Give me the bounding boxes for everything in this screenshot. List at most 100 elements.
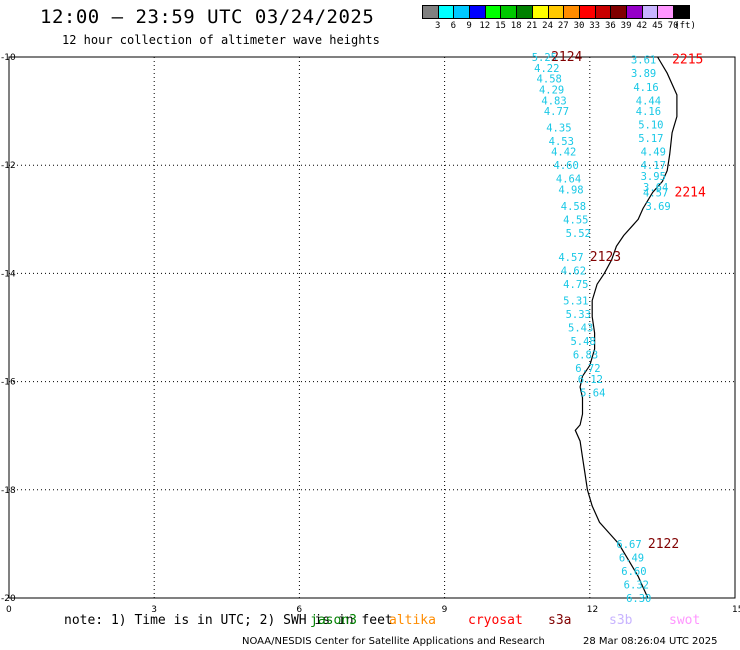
wave-height-value: 4.57 <box>558 252 583 264</box>
wave-height-value: 4.77 <box>544 106 569 118</box>
wave-height-value: 6.30 <box>626 593 651 605</box>
wave-height-value: 5.17 <box>638 133 663 145</box>
colorbar-label: 42 <box>636 21 648 31</box>
satellite-legend-s3a: s3a <box>548 613 572 628</box>
lon-label: 15 <box>732 605 740 615</box>
colorbar-label: 39 <box>620 21 632 31</box>
colorbar-label: 70 <box>667 21 679 31</box>
satellite-legend-swot: swot <box>669 613 701 628</box>
satellite-legend-cryosat: cryosat <box>468 613 523 628</box>
wave-height-value: 4.53 <box>549 136 574 148</box>
colorbar-label: 27 <box>557 21 569 31</box>
lat-label: -10 <box>1 53 16 63</box>
wave-height-value: 3.61 <box>631 55 656 67</box>
colorbar-label: (ft) <box>674 21 696 31</box>
wave-height-value: 4.29 <box>539 84 564 96</box>
lat-label: -18 <box>1 486 16 496</box>
lon-label: 6 <box>296 605 302 615</box>
lat-label: -20 <box>1 594 16 604</box>
colorbar-label: 6 <box>450 21 457 31</box>
wave-height-value: 5.31 <box>563 295 588 307</box>
satellite-legend-s3b: s3b <box>609 613 633 628</box>
colorbar-swatch <box>673 5 690 19</box>
colorbar-label: 3 <box>434 21 441 31</box>
pass-number-label: 2123 <box>590 250 621 265</box>
wave-height-colorbar <box>422 5 690 19</box>
map-title: 12:00 – 23:59 UTC 03/24/2025 <box>40 6 375 28</box>
lat-label: -14 <box>1 269 16 279</box>
colorbar-label: 24 <box>542 21 554 31</box>
wave-height-value: 3.64 <box>643 182 668 194</box>
wave-height-value: 6.49 <box>619 552 644 564</box>
wave-height-value: 5.48 <box>570 336 595 348</box>
wave-height-value: 4.83 <box>541 95 566 107</box>
wave-height-value: 6.32 <box>624 579 649 591</box>
wave-height-value: 4.98 <box>558 185 583 197</box>
pass-2214: 2214 <box>675 185 706 200</box>
wave-height-value: 4.22 <box>534 63 559 75</box>
lat-label: -16 <box>1 378 16 388</box>
wave-height-value: 3.89 <box>631 68 656 80</box>
wave-height-value: 4.58 <box>537 74 562 86</box>
satellite-legend: jason3 altika cryosat s3a s3b swot <box>0 613 740 629</box>
wave-height-value: 4.75 <box>563 279 588 291</box>
wave-height-value: 6.60 <box>621 566 646 578</box>
map-frame <box>8 56 736 599</box>
colorbar-label: 45 <box>652 21 663 31</box>
lon-label: 0 <box>6 605 12 615</box>
wave-height-value: 4.49 <box>641 147 666 159</box>
wave-height-value: 5.43 <box>568 323 593 335</box>
graticule-grid <box>9 57 735 598</box>
pass-number-label: 2215 <box>672 53 703 68</box>
satellite-legend-altika: altika <box>389 613 436 628</box>
generated-timestamp: 28 Mar 08:26:04 UTC 2025 <box>583 636 718 647</box>
wave-height-value: 5.64 <box>580 387 605 399</box>
wave-height-value: 3.95 <box>641 171 666 183</box>
lat-label: -12 <box>1 161 16 171</box>
pass-number-label: 2124 <box>551 50 582 65</box>
wave-height-value: 5.33 <box>566 309 591 321</box>
colorbar-label: 18 <box>510 21 522 31</box>
satellite-passes: 5.254.224.584.294.834.774.354.534.424.60… <box>532 50 706 605</box>
wave-height-value: 5.25 <box>532 52 557 64</box>
wave-height-value: 4.16 <box>633 82 658 94</box>
pass-number-label: 2122 <box>648 537 679 552</box>
credit-line: NOAA/NESDIS Center for Satellite Applica… <box>242 636 545 647</box>
wave-height-value: 6.72 <box>575 363 600 375</box>
wave-height-value: 6.12 <box>578 374 603 386</box>
wave-height-value: 4.17 <box>641 160 666 172</box>
wave-height-value: 3.69 <box>645 201 670 213</box>
axis-labels: -10 -12 -14 -16 -18 -200 3 6 9 12 15 <box>1 53 740 615</box>
colorbar-label: 15 <box>495 21 506 31</box>
wave-height-value: 5.10 <box>638 120 663 132</box>
colorbar-labels: 3 6 9 12 15 18 21 24 27 30 33 36 39 42 45 70 (ft) <box>422 21 740 35</box>
colorbar-label: 36 <box>604 21 616 31</box>
wave-height-value: 4.60 <box>554 160 579 172</box>
colorbar-label: 30 <box>573 21 585 31</box>
pass-2123: 4.57 4.624.75 5.31 5.33 5.435.48 6.836.726.12… <box>558 250 621 399</box>
satellite-legend-jason3: jason3 <box>310 613 357 628</box>
pass-number-label: 2214 <box>675 185 706 200</box>
wave-height-value: 4.16 <box>636 106 661 118</box>
colorbar-label: 12 <box>479 21 491 31</box>
wave-height-value: 4.55 <box>563 214 588 226</box>
wave-height-value: 4.35 <box>546 122 571 134</box>
pass-2215: 3.613.89 4.164.444.16 5.105.17 4.494.173.95… <box>631 53 703 213</box>
wave-height-value: 4.58 <box>561 201 586 213</box>
colorbar-label: 9 <box>466 21 472 31</box>
wave-height-value: 4.42 <box>551 147 576 159</box>
wave-height-value: 4.44 <box>636 95 661 107</box>
lon-label: 3 <box>151 605 157 615</box>
colorbar-label: 33 <box>589 21 601 31</box>
lon-label: 9 <box>442 605 448 615</box>
footer-note: note: 1) Time is in UTC; 2) SWH is in fe… <box>64 613 393 628</box>
wave-height-value: 4.62 <box>561 266 586 278</box>
pass-2122: 6.676.49 6.606.32 6.30 2122 <box>616 537 679 605</box>
lon-label: 12 <box>587 605 598 615</box>
map-subtitle: 12 hour collection of altimeter wave hei… <box>62 33 380 47</box>
pass-2124: 5.254.224.584.294.834.774.354.534.424.60… <box>532 50 591 240</box>
colorbar-label: 21 <box>526 21 538 31</box>
wave-height-value: 6.67 <box>616 539 641 551</box>
wave-height-value: 5.52 <box>566 228 591 240</box>
